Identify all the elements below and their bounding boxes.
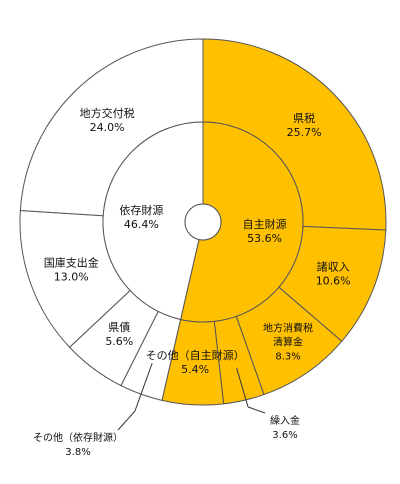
- leader-3: [236, 368, 249, 408]
- outer-label-7: 国庫支出金 13.0%: [44, 255, 99, 283]
- inner-label-0: 自主財源 53.6%: [243, 217, 287, 245]
- outer-label-6: 県債 5.6%: [105, 320, 133, 348]
- outer-label-0: 県税 25.7%: [287, 111, 322, 139]
- leader-5: [134, 362, 153, 412]
- outer-label-5: その他（依存財源） 3.8%: [33, 431, 123, 458]
- outer-ring: [19, 38, 387, 406]
- outer-label-1: 諸収入 10.6%: [316, 260, 351, 288]
- outer-label-3: 繰入金 3.6%: [270, 414, 300, 441]
- center-hole: [184, 203, 222, 241]
- slice-labels: 自主財源 53.6% 依存財源 46.4% 県税 25.7% 諸収入 10.6% 地方消費税清算…: [33, 106, 351, 458]
- leader-b-3: [247, 406, 266, 414]
- leader-lines: [117, 362, 266, 431]
- outer-label-8: 地方交付税 24.0%: [80, 106, 135, 134]
- outer-label-2: 地方消費税清算金 8.3%: [263, 322, 313, 363]
- inner-label-1: 依存財源 46.4%: [119, 203, 163, 231]
- outer-label-4: その他（自主財源） 5.4%: [146, 348, 245, 376]
- leader-b-5: [117, 410, 136, 431]
